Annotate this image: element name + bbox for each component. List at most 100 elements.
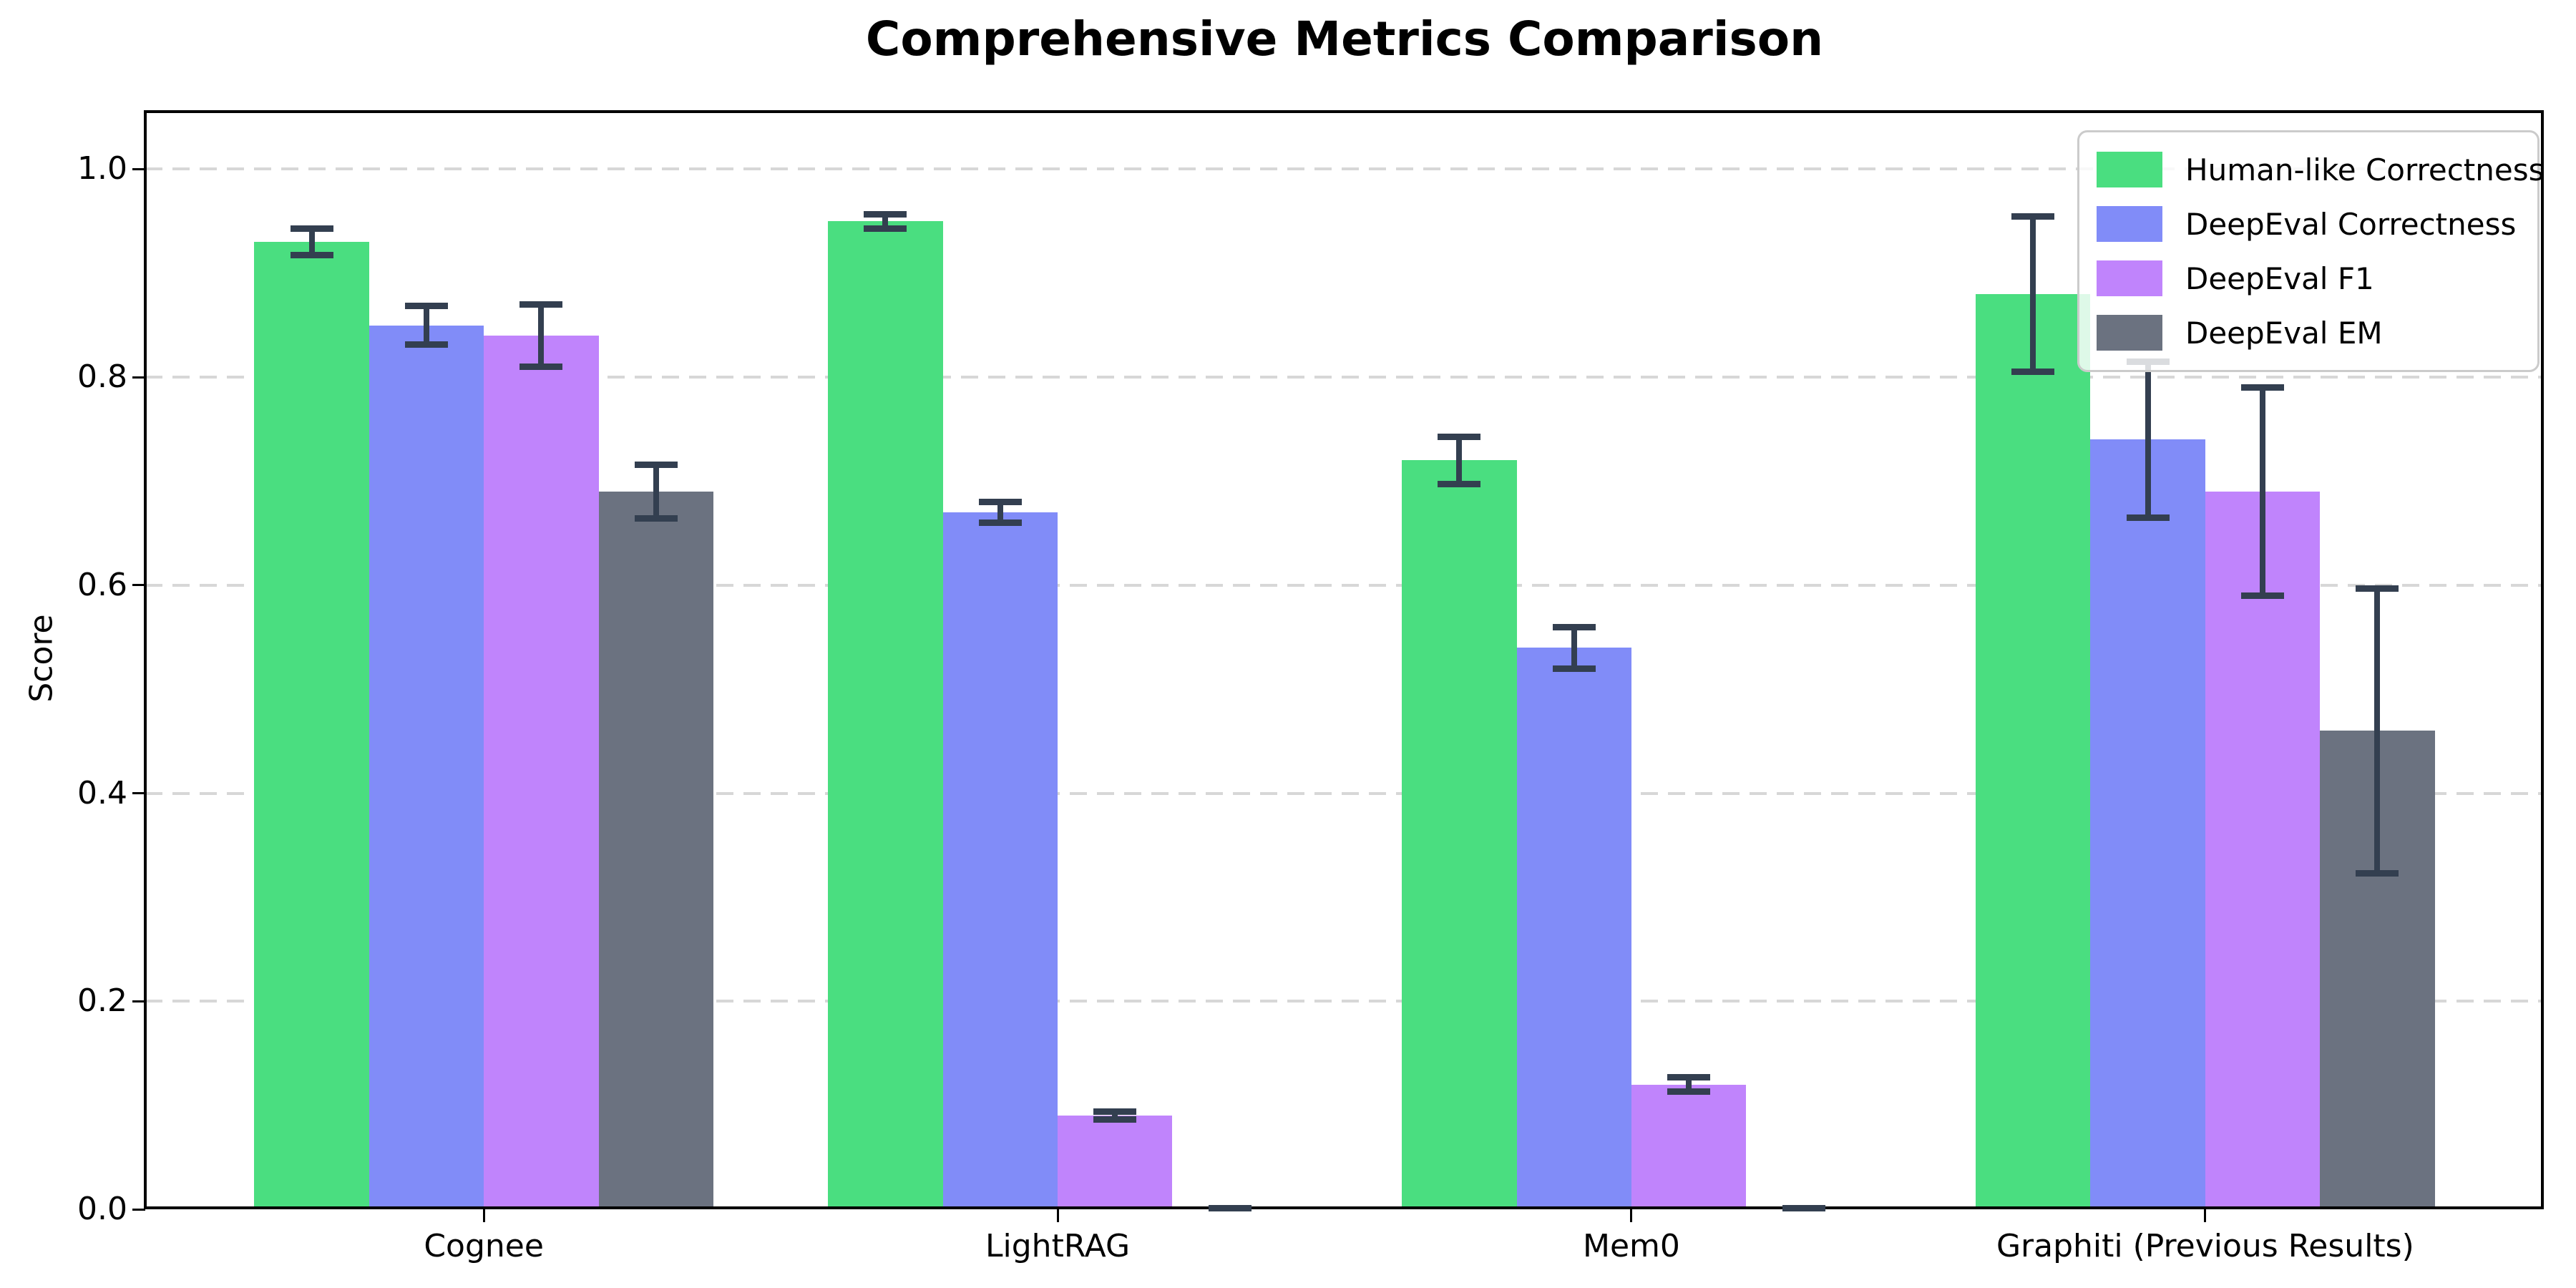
error-bar-cap [1208,1205,1252,1212]
gridline [145,1000,2544,1003]
error-bar-cap [519,364,563,370]
error-bar-line [1112,1108,1118,1123]
legend-swatch [2097,152,2162,187]
y-axis-label: Score [23,614,60,703]
error-bar-cap [1093,1116,1137,1123]
error-bar-cap [290,252,333,259]
error-bar [634,461,678,522]
error-bar-line [2030,213,2036,376]
y-tick [132,376,145,379]
error-bar [519,301,563,370]
bar [369,325,484,1209]
bar [942,512,1058,1209]
error-bar-line [1686,1074,1692,1096]
error-bar-line [997,499,1003,527]
error-bar-cap [1667,1074,1711,1081]
error-bar-cap [978,519,1022,527]
y-tick-label: 0.6 [77,566,127,603]
error-bar [1667,1074,1711,1096]
error-bar-line [2374,585,2381,877]
error-bar-cap [1438,433,1481,440]
error-bar-cap [864,225,907,232]
legend-label: DeepEval EM [2185,315,2383,351]
error-bar-cap [1782,1205,1825,1212]
error-bar-cap [404,302,448,309]
error-bar [404,302,448,348]
y-tick [132,792,145,795]
bar [484,336,599,1209]
gridline [145,376,2544,379]
x-tick [2204,1209,2207,1222]
bar [1516,648,1631,1209]
error-bar-cap [864,210,907,218]
legend-item: DeepEval F1 [2097,251,2523,306]
error-bar-line [1456,433,1463,488]
y-tick [132,1208,145,1211]
error-bar-line [308,225,315,259]
legend-label: Human-like Correctness [2185,152,2545,187]
y-tick-label: 0.0 [77,1191,127,1227]
x-tick-label: Cognee [424,1228,544,1264]
legend-swatch [2097,315,2162,351]
x-tick-label: Mem0 [1583,1228,1680,1264]
error-bar-cap [2126,514,2170,521]
error-bar-cap [1667,1088,1711,1096]
error-bar-cap [2356,585,2399,592]
bar [1976,293,2091,1209]
error-bar-cap [2241,384,2285,391]
legend-label: DeepEval Correctness [2185,206,2517,242]
error-bar-cap [634,461,678,468]
error-bar-cap [1438,481,1481,488]
error-bar-cap [404,341,448,348]
error-bar [2126,358,2170,521]
legend-item: DeepEval EM [2097,306,2523,360]
x-tick [1056,1209,1059,1222]
legend-swatch [2097,206,2162,242]
bar [2090,439,2205,1209]
bar [1058,1116,1173,1209]
error-bar [1438,433,1481,488]
error-bar-line [2260,384,2266,599]
y-tick-label: 0.2 [77,982,127,1020]
x-tick-label: Graphiti (Previous Results) [1996,1228,2414,1264]
y-tick-label: 0.8 [77,358,127,396]
error-bar-cap [2011,213,2055,220]
bar [598,492,713,1209]
y-tick [132,1000,145,1002]
legend-label: DeepEval F1 [2185,260,2374,296]
x-tick [1630,1209,1633,1222]
error-bar-line [538,301,545,370]
error-bar-line [423,302,429,348]
error-bar [290,225,333,259]
error-bar-cap [2011,369,2055,376]
x-tick-label: LightRAG [985,1228,1131,1264]
bar [254,242,369,1209]
gridline [145,791,2544,795]
error-bar-line [2145,358,2151,521]
x-tick [482,1209,485,1222]
error-bar [2011,213,2055,376]
error-bar-cap [2241,592,2285,599]
error-bar [1208,1205,1252,1212]
error-bar-cap [2356,869,2399,877]
error-bar-line [882,210,889,232]
bar [1402,460,1517,1209]
error-bar [978,499,1022,527]
error-bar [1782,1205,1825,1212]
y-tick [132,167,145,170]
chart-title: Comprehensive Metrics Comparison [865,11,1824,67]
error-bar-cap [1552,623,1596,630]
bar [828,221,943,1209]
error-bar-cap [978,499,1022,506]
bar [2205,492,2321,1209]
error-bar [864,210,907,232]
error-bar-cap [1552,665,1596,672]
error-bar-cap [634,515,678,522]
error-bar-cap [519,301,563,308]
error-bar-cap [1093,1108,1137,1115]
error-bar [2356,585,2399,877]
error-bar-cap [290,225,333,232]
error-bar [1552,623,1596,672]
bar [1631,1084,1747,1209]
